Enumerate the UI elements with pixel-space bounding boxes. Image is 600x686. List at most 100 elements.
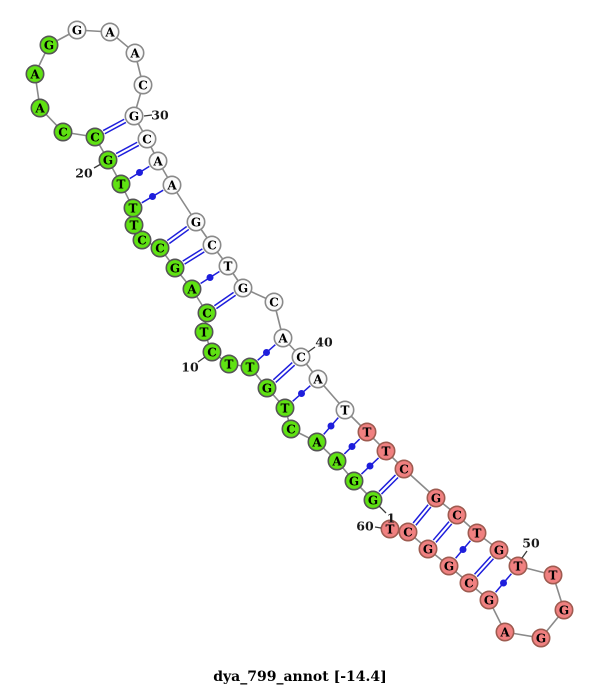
nucleotide-37-base: G: [238, 281, 248, 295]
nucleotide-34-base: G: [191, 215, 201, 229]
basepair-double-line: [115, 141, 138, 155]
nucleotide-9-circle: [219, 354, 239, 374]
position-label-30: 30: [151, 108, 169, 123]
nucleotide-31-base: C: [142, 132, 152, 146]
nucleotide-50-base: T: [514, 559, 523, 573]
nucleotide-6-base: T: [281, 401, 290, 415]
basepair-double-line: [182, 248, 203, 262]
nucleotide-54-base: A: [499, 625, 510, 639]
basepair-double-line: [378, 474, 397, 493]
basepair-double-line: [184, 251, 205, 265]
nucleotide-26-circle: [67, 20, 87, 40]
nucleotide-30-circle: [124, 106, 144, 126]
position-label-20: 20: [75, 166, 93, 181]
nucleotide-58-base: G: [423, 542, 433, 556]
nucleotide-52-circle: [554, 600, 574, 620]
position-label-10: 10: [181, 360, 199, 375]
nucleotide-4-circle: [307, 432, 327, 452]
position-tick-20: [93, 163, 102, 169]
nucleotide-19-base: T: [117, 177, 126, 191]
nucleotide-27-base: A: [104, 25, 115, 39]
basepair-double-line: [117, 144, 140, 158]
nucleotide-33-circle: [162, 175, 182, 195]
nucleotide-5-circle: [281, 419, 301, 439]
nucleotide-20-base: G: [103, 153, 113, 167]
nucleotide-50-circle: [508, 556, 528, 576]
basepair-double-line: [476, 558, 495, 578]
nucleotide-46-base: G: [431, 491, 441, 505]
nucleotide-15-circle: [150, 238, 170, 258]
nucleotide-1-circle: [363, 490, 383, 510]
nucleotide-36-base: T: [224, 259, 233, 273]
nucleotide-3-base: A: [331, 454, 342, 468]
nucleotide-47-base: C: [452, 508, 462, 522]
position-tick-10: [197, 356, 206, 363]
basepair-dot: [136, 169, 143, 176]
position-label-50: 50: [522, 536, 540, 551]
nucleotide-57-base: G: [444, 559, 454, 573]
nucleotide-37-circle: [233, 278, 253, 298]
nucleotide-28-circle: [125, 43, 145, 63]
basepair-double-line: [272, 361, 293, 381]
nucleotide-35-circle: [202, 235, 222, 255]
nucleotide-32-circle: [148, 151, 168, 171]
nucleotide-8-base: T: [246, 360, 255, 374]
nucleotide-40-circle: [291, 347, 311, 367]
basepair-dot: [348, 443, 356, 450]
basepair-double-line: [473, 555, 492, 575]
nucleotide-8-circle: [240, 357, 260, 377]
nucleotide-57-circle: [439, 556, 459, 576]
nucleotide-41-circle: [308, 369, 328, 389]
nucleotide-30-base: G: [129, 109, 139, 123]
nucleotide-2-circle: [344, 471, 364, 491]
nucleotide-12-base: C: [202, 306, 212, 320]
nucleotide-7-base: G: [262, 381, 272, 395]
basepair-dot: [263, 349, 270, 356]
basepair-double-line: [415, 506, 432, 526]
nucleotide-1-base: G: [368, 493, 378, 507]
basepair-dot: [206, 274, 214, 281]
basepair-double-line: [102, 118, 125, 132]
basepair-dot: [500, 579, 507, 587]
nucleotide-25-circle: [39, 35, 59, 55]
basepair-double-line: [104, 121, 127, 135]
nucleotide-5-base: C: [286, 422, 296, 436]
nucleotide-59-base: C: [403, 525, 413, 539]
nucleotide-7-circle: [257, 378, 277, 398]
nucleotide-15-base: C: [155, 241, 165, 255]
nucleotide-42-circle: [335, 400, 355, 420]
nucleotide-18-circle: [123, 198, 143, 218]
nucleotide-49-base: G: [494, 543, 504, 557]
nucleotide-43-circle: [357, 422, 377, 442]
nucleotide-14-circle: [165, 258, 185, 278]
nucleotide-36-circle: [218, 256, 238, 276]
nucleotide-32-base: A: [152, 154, 163, 168]
nucleotide-11-circle: [194, 322, 214, 342]
nucleotide-35-base: C: [207, 238, 217, 252]
nucleotide-55-base: G: [484, 593, 494, 607]
nucleotide-22-base: C: [58, 125, 68, 139]
nucleotide-23-circle: [30, 98, 50, 118]
nucleotide-33-base: A: [166, 178, 177, 192]
nucleotide-21-base: C: [90, 130, 100, 144]
position-tick-50: [521, 550, 528, 559]
basepair-double-line: [213, 291, 235, 307]
nucleotide-13-circle: [182, 279, 202, 299]
nucleotide-53-base: G: [536, 631, 546, 645]
nucleotide-51-circle: [543, 565, 563, 585]
nucleotide-40-base: C: [296, 350, 306, 364]
position-label-1: 1: [387, 511, 396, 526]
nucleotide-14-base: G: [170, 261, 180, 275]
nucleotide-2-base: G: [349, 474, 359, 488]
nucleotide-3-circle: [327, 451, 347, 471]
nucleotide-11-base: T: [200, 325, 209, 339]
basepair-double-line: [380, 476, 399, 495]
basepair-dot: [366, 462, 374, 470]
nucleotide-47-circle: [447, 505, 467, 525]
nucleotide-44-circle: [376, 441, 396, 461]
nucleotide-10-circle: [202, 342, 222, 362]
basepair-double-line: [412, 504, 429, 524]
nucleotide-4-base: A: [311, 435, 322, 449]
nucleotide-49-circle: [489, 540, 509, 560]
